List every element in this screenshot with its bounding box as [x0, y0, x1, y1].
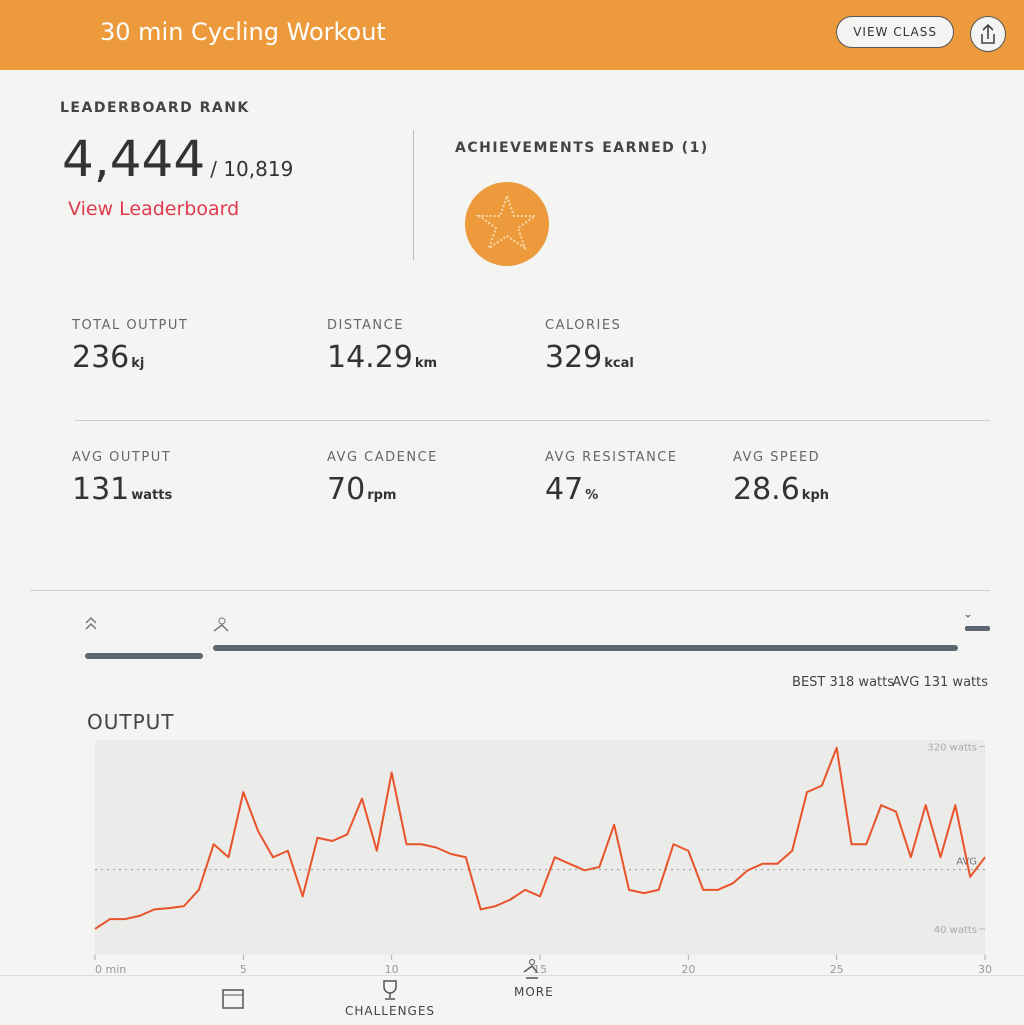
- x-tick-label: 15: [533, 963, 547, 976]
- stat-label: DISTANCE: [327, 318, 404, 333]
- stat-label: AVG SPEED: [733, 450, 821, 465]
- divider: [30, 590, 990, 591]
- stat-value: 236: [72, 340, 130, 375]
- x-tick-label: 10: [385, 963, 399, 976]
- calendar-icon[interactable]: [220, 985, 246, 1011]
- stat: 28.6 kph: [733, 472, 829, 507]
- x-tick-label: 30: [978, 963, 992, 976]
- nav-challenges[interactable]: CHALLENGES: [345, 1004, 436, 1018]
- stat-unit: rpm: [367, 488, 397, 503]
- stat-label: TOTAL OUTPUT: [72, 318, 189, 333]
- stat-value: 28.6: [733, 472, 800, 507]
- stat-label: CALORIES: [545, 318, 622, 333]
- stat-unit: watts: [131, 488, 173, 503]
- chart-title: OUTPUT: [87, 710, 175, 734]
- stat: 47%: [545, 472, 598, 507]
- stat-label: AVG OUTPUT: [72, 450, 172, 465]
- stat: 14.29 km: [327, 340, 437, 375]
- avg-output: AVG 131 watts: [892, 675, 988, 690]
- x-tick-label: 5: [240, 963, 247, 976]
- chart-background: [95, 740, 985, 955]
- rank-value: 4,444: [62, 130, 206, 188]
- workout-title: 30 min Cycling Workout: [100, 18, 386, 46]
- stat: 329 kcal: [545, 340, 634, 375]
- leaderboard-label: LEADERBOARD RANK: [60, 100, 250, 116]
- more-icon[interactable]: [518, 958, 544, 982]
- stat-unit: km: [414, 356, 438, 371]
- divider: [75, 420, 990, 421]
- best-output: BEST 318 watts: [792, 675, 894, 690]
- stat-label: AVG CADENCE: [327, 450, 438, 465]
- nav-more[interactable]: MORE: [514, 985, 554, 999]
- stat-value: 14.29: [327, 340, 413, 375]
- stat-value: 70: [327, 472, 366, 507]
- achievements-label: ACHIEVEMENTS EARNED (1): [455, 140, 709, 156]
- y-tick-label: 40 watts: [934, 925, 977, 936]
- output-line: [94, 746, 986, 930]
- stat-label: AVG RESISTANCE: [545, 450, 678, 465]
- y-tick-label: 320 watts: [927, 743, 977, 754]
- rank-total: / 10,819: [210, 157, 294, 181]
- x-tick-label: 25: [830, 963, 844, 976]
- bottom-nav: [0, 975, 1024, 1025]
- stat: 70 rpm: [327, 472, 396, 507]
- rank: 4,444 / 10,819: [62, 130, 293, 188]
- stat-value: 131: [72, 472, 130, 507]
- stat-value: 329: [545, 340, 603, 375]
- divider: [413, 130, 414, 260]
- trophy-icon[interactable]: [377, 978, 403, 1002]
- stat-unit: kcal: [604, 356, 634, 371]
- segment-bar: [85, 615, 990, 659]
- view-leaderboard-link[interactable]: View Leaderboard: [68, 198, 240, 220]
- x-tick-label: 0 min: [95, 963, 126, 976]
- stat-unit: %: [585, 488, 599, 503]
- share-button[interactable]: [970, 16, 1006, 52]
- achievement-medal: [465, 182, 549, 266]
- stat-value: 47: [545, 472, 584, 507]
- stat-unit: kj: [131, 356, 145, 371]
- stat: 131 watts: [72, 472, 172, 507]
- view-class-button[interactable]: VIEW CLASS: [836, 16, 954, 48]
- stat: 236 kj: [72, 340, 144, 375]
- x-tick-label: 20: [681, 963, 695, 976]
- stat-unit: kph: [801, 488, 830, 503]
